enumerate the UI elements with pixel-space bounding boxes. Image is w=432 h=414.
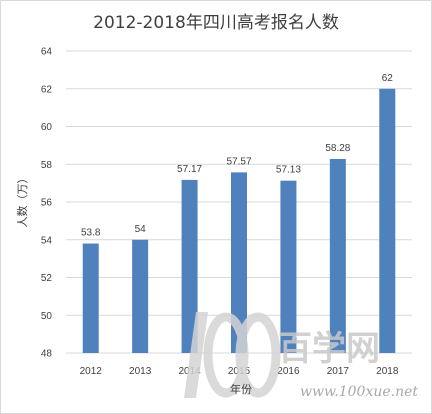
data-label: 62 [382,73,394,84]
watermark-url: www.100xue.net [300,384,418,400]
watermark-name: 百学网 [278,329,380,369]
bar-2018 [379,88,396,353]
bars [82,88,396,353]
x-tick-label: 2016 [277,366,300,377]
y-tick-labels: 48 50 52 54 56 58 60 62 64 [41,47,53,360]
y-tick-label: 62 [41,84,53,95]
bar-2017 [329,158,346,353]
bar-2015 [231,172,247,353]
watermark: 百学网 www.100xue.net [184,312,418,400]
y-tick-label: 52 [41,273,53,284]
bar-2012 [82,243,99,353]
x-axis-title: 年份 [230,382,252,396]
watermark-logo [184,312,281,398]
data-labels: 53.8 54 57.17 57.57 57.13 58.28 62 [81,73,393,239]
gridlines [66,50,412,354]
data-label: 53.8 [81,228,101,239]
data-label: 54 [135,224,147,235]
bar-2016 [280,180,297,353]
x-tick-label: 2012 [80,366,103,377]
y-tick-label: 54 [41,235,53,246]
y-tick-label: 60 [41,122,53,133]
x-tick-label: 2017 [327,366,350,377]
data-label: 57.13 [276,165,301,176]
y-tick-label: 58 [41,160,53,171]
data-label: 58.28 [325,143,350,154]
data-label: 57.17 [177,164,202,175]
y-tick-label: 56 [41,198,53,209]
bar-2014 [181,179,198,353]
x-tick-label: 2018 [376,366,399,377]
chart-title: 2012-2018年四川高考报名人数 [93,13,339,33]
bar-2013 [132,239,149,353]
data-label: 57.57 [226,156,251,167]
y-tick-label: 50 [41,311,53,322]
x-tick-label: 2013 [129,366,152,377]
y-axis-title: 人数（万） [16,173,29,228]
y-tick-label: 48 [41,349,53,360]
y-tick-label: 64 [41,47,53,58]
